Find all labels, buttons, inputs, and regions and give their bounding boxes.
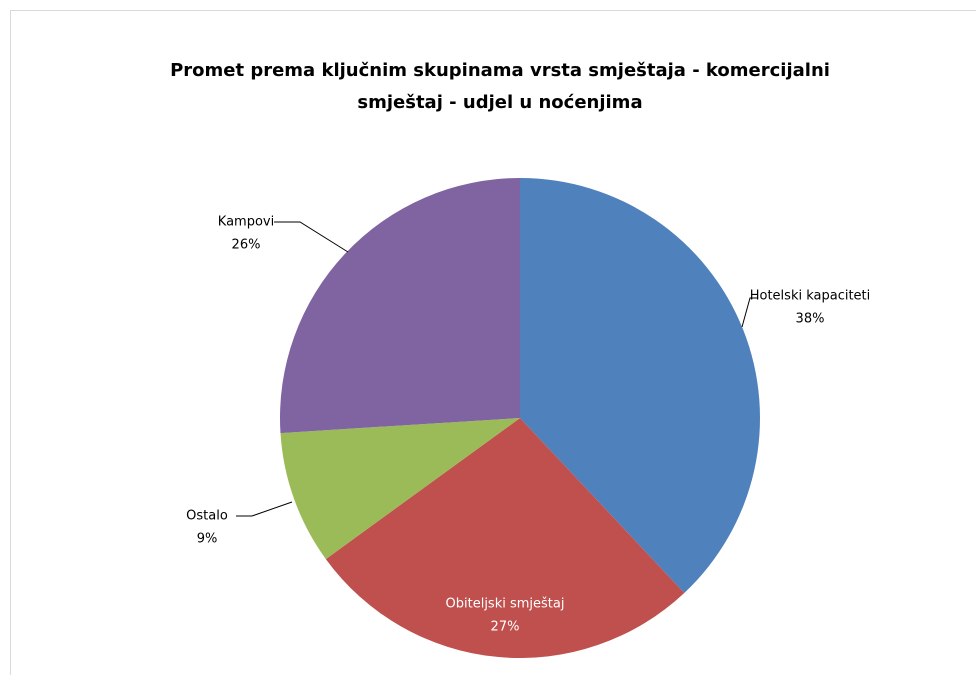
- category-label: Ostalo: [186, 509, 228, 524]
- pie-slice: [280, 418, 520, 560]
- value-label: 9%: [197, 532, 218, 547]
- chart-title: Promet prema ključnim skupinama vrsta sm…: [170, 60, 830, 113]
- category-label: Kampovi: [218, 215, 274, 230]
- chart-title-line-2: smještaj - udjel u noćenjima: [357, 92, 642, 113]
- chart-title-line-1: Promet prema ključnim skupinama vrsta sm…: [170, 60, 830, 81]
- leader-line: [741, 297, 758, 328]
- leader-line: [236, 501, 293, 517]
- value-label: 26%: [232, 238, 261, 253]
- value-label: 38%: [796, 312, 825, 327]
- pie-slice: [325, 418, 685, 659]
- leader-line: [274, 221, 349, 253]
- value-label: 27%: [491, 620, 520, 635]
- pie-slice: [520, 178, 760, 593]
- category-label: Obiteljski smještaj: [446, 597, 565, 612]
- category-label: Hotelski kapaciteti: [750, 289, 871, 304]
- pie-slice: [279, 178, 520, 434]
